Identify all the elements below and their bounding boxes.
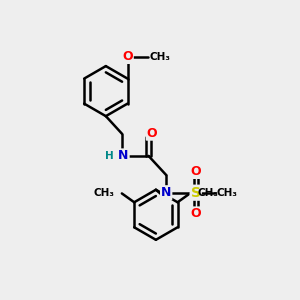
Text: N: N bbox=[161, 186, 171, 199]
Text: N: N bbox=[118, 149, 129, 162]
Text: O: O bbox=[190, 165, 201, 178]
Text: S: S bbox=[190, 186, 201, 200]
Text: CH₃: CH₃ bbox=[198, 188, 219, 198]
Text: H: H bbox=[105, 151, 114, 161]
Text: O: O bbox=[190, 207, 201, 220]
Text: CH₃: CH₃ bbox=[150, 52, 171, 61]
Text: O: O bbox=[122, 50, 133, 63]
Text: O: O bbox=[147, 127, 158, 140]
Text: CH₃: CH₃ bbox=[216, 188, 237, 198]
Text: CH₃: CH₃ bbox=[93, 188, 114, 198]
